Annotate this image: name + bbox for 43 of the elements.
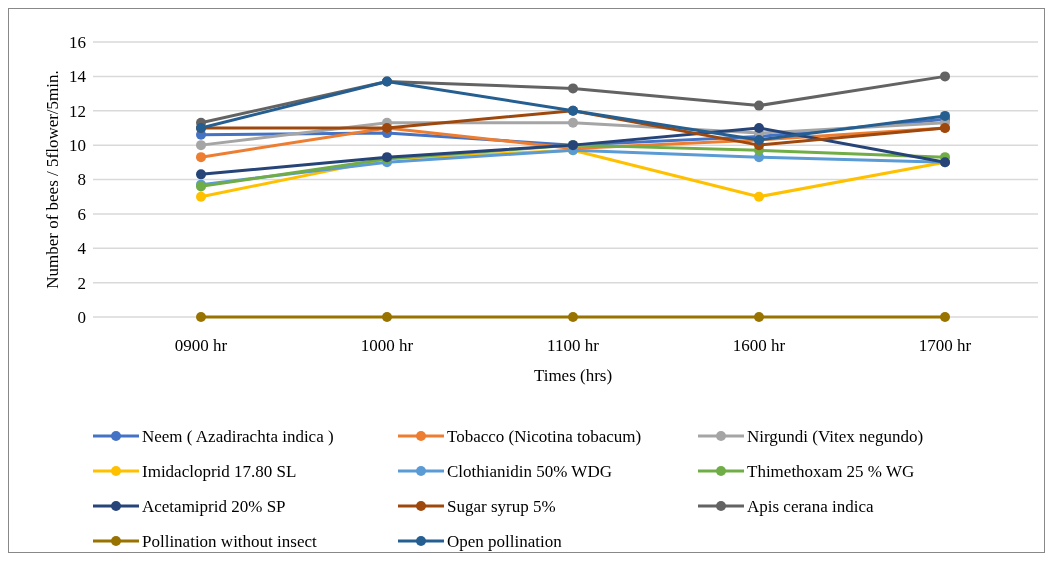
point [940, 312, 950, 322]
x-axis-title: Times (hrs) [533, 366, 613, 385]
point [568, 117, 578, 128]
x-tick-label: 1600 hr [732, 336, 786, 355]
legend-label: Thimethoxam 25 % WG [747, 461, 915, 481]
x-tick-label: 1000 hr [360, 336, 414, 355]
y-tick-label: 14 [69, 67, 87, 87]
point [196, 169, 206, 180]
point [196, 152, 206, 163]
point [196, 191, 206, 202]
y-tick-label: 10 [69, 136, 86, 156]
y-tick-label: 0 [77, 307, 86, 327]
legend-label: Imidacloprid 17.80 SL [142, 461, 297, 481]
legend-label: Tobacco (Nicotina tobacum) [447, 426, 642, 446]
point [196, 312, 206, 322]
point [940, 110, 950, 121]
point [754, 122, 764, 133]
point [754, 312, 764, 322]
point [382, 312, 392, 322]
legend-label: Open pollination [447, 531, 563, 551]
point [754, 100, 764, 111]
y-tick-label: 6 [77, 204, 86, 224]
legend-label: Sugar syrup 5% [447, 496, 556, 516]
y-tick-label: 12 [69, 101, 86, 121]
y-tick-label: 16 [69, 32, 86, 52]
legend-label: Acetamiprid 20% SP [142, 496, 286, 516]
x-tick-label: 0900 hr [174, 336, 228, 355]
legend-label: Clothianidin 50% WDG [447, 461, 612, 481]
point [196, 140, 206, 151]
y-tick-label: 4 [77, 239, 87, 259]
x-tick-label: 1100 hr [547, 336, 600, 355]
point [568, 83, 578, 94]
legend-label: Nirgundi (Vitex negundo) [747, 426, 924, 446]
y-tick-label: 8 [77, 170, 86, 190]
legend-label: Apis cerana indica [747, 496, 874, 516]
point [568, 312, 578, 322]
y-tick-label: 2 [77, 273, 86, 293]
point [940, 71, 950, 82]
y-axis-title: Number of bees / 5flower/5min. [43, 70, 62, 289]
x-tick-label: 1700 hr [918, 336, 972, 355]
point [754, 191, 764, 202]
legend-label: Neem ( Azadirachta indica ) [142, 426, 334, 446]
legend-label: Pollination without insect [142, 531, 317, 551]
